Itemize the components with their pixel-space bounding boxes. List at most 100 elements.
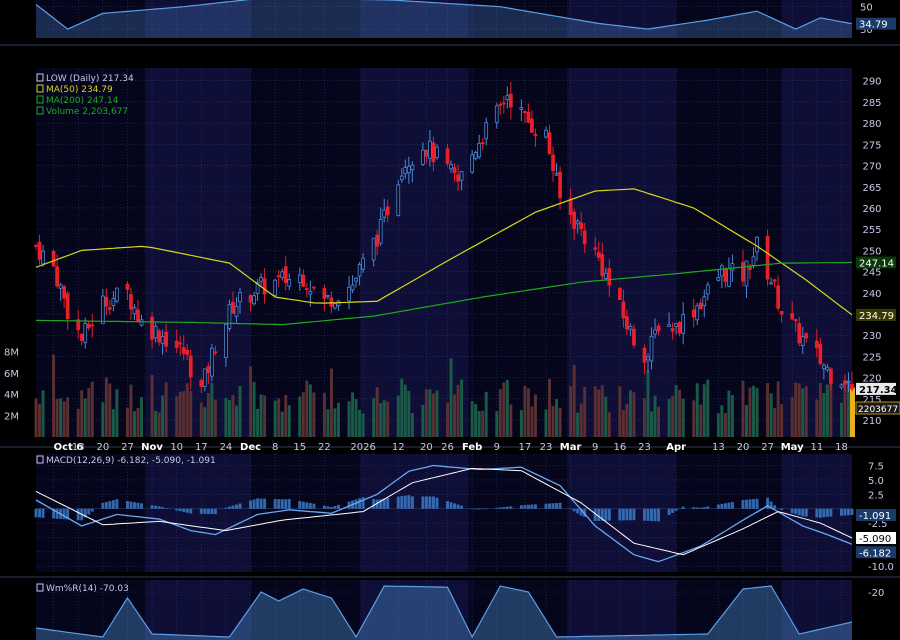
macd-histogram-bar <box>435 497 439 509</box>
month-shade <box>145 0 251 38</box>
candle-body <box>322 288 327 299</box>
volume-bar <box>804 386 808 437</box>
macd-tick-label: -2.5 <box>868 519 888 530</box>
candle-body <box>779 310 784 315</box>
candle-body <box>139 319 144 326</box>
ma50-tag-box <box>856 308 896 321</box>
macd-line <box>35 464 853 563</box>
volume-bar <box>766 382 770 437</box>
macd-histogram-bar <box>600 508 604 521</box>
candle-body <box>213 351 218 354</box>
candle-body <box>674 323 679 327</box>
candle-body <box>829 368 833 384</box>
macd-histogram-bar <box>839 508 843 516</box>
candle-body <box>776 285 781 309</box>
volume-bar <box>312 392 316 437</box>
macd-histogram-bar <box>129 501 133 509</box>
signal-tag-box <box>856 531 896 544</box>
macd-histogram-bar <box>347 501 351 509</box>
macd-legend: MACD(12,26,9) -6.182, -5.090, -1.091 <box>46 456 216 466</box>
volume-bar <box>446 402 449 437</box>
candle-body <box>58 284 63 289</box>
macd-histogram-bar <box>818 508 822 518</box>
macd-histogram-bar <box>298 501 302 509</box>
price-tick-label: 290 <box>862 77 881 88</box>
candle-body <box>519 107 524 110</box>
volume-bar <box>164 382 168 437</box>
price-legend-entry: MA(50) 234.79 <box>46 85 113 95</box>
macd-histogram-bar <box>273 499 277 509</box>
volume-bar <box>189 390 193 437</box>
macd-histogram-bar <box>379 499 383 509</box>
macd-histogram-bar <box>259 498 263 509</box>
volume-bar <box>456 384 460 437</box>
price-legend-entry: MA(200) 247.14 <box>46 96 119 106</box>
volume-bar <box>569 386 573 437</box>
top-indicator-area <box>36 0 852 38</box>
macd-histogram-bar <box>544 503 548 509</box>
macd-histogram-bar <box>136 502 140 509</box>
candle-body <box>428 140 432 159</box>
macd-histogram-bar <box>185 508 189 513</box>
x-tick-label: Dec <box>240 442 261 453</box>
macd-histogram-bar <box>199 508 203 514</box>
macd-histogram-bar <box>502 507 506 509</box>
macd-histogram-bar <box>847 508 850 516</box>
macd-histogram-bar <box>477 508 481 510</box>
volume-bar <box>175 396 179 437</box>
signal-tag: -5.090 <box>859 534 891 545</box>
volume-bar <box>600 385 604 437</box>
macd-histogram-bar <box>850 508 854 515</box>
volume-tag: 2203677 <box>858 405 898 415</box>
macd-histogram-bar <box>741 500 745 509</box>
candle-body <box>311 286 316 289</box>
macd-tag-box <box>856 546 896 559</box>
volume-bar <box>699 404 703 437</box>
volume-bar <box>607 412 611 437</box>
volume-bar <box>301 392 305 437</box>
volume-bar <box>375 387 379 437</box>
candle-body <box>188 355 193 378</box>
macd-histogram-bar <box>484 508 488 510</box>
volume-bar <box>597 389 601 437</box>
volume-bar <box>227 400 231 437</box>
volume-bar <box>526 388 530 437</box>
x-tick-label: 17 <box>195 442 208 453</box>
candle-body <box>333 303 337 309</box>
macd-histogram-bar <box>509 506 513 509</box>
volume-bar <box>822 393 826 437</box>
price-tick-label: 255 <box>862 225 881 236</box>
candle-body <box>846 380 851 383</box>
macd-histogram-bar <box>287 499 291 509</box>
candle-body <box>396 184 401 216</box>
x-tick-label: 2026 <box>350 442 375 453</box>
volume-bar <box>305 380 309 437</box>
candle-body <box>209 347 214 377</box>
macd-histogram-bar <box>671 508 675 513</box>
volume-bar <box>748 387 752 437</box>
macd-histogram-bar <box>498 507 502 509</box>
candle-body <box>150 316 154 340</box>
volume-tag-box <box>855 401 900 415</box>
x-tick-label: 8 <box>272 442 278 453</box>
volume-bar <box>671 395 675 437</box>
volume-bar <box>206 392 210 437</box>
volume-bar <box>519 410 523 437</box>
macd-histogram-bar <box>674 508 678 511</box>
x-tick-label: 13 <box>712 442 725 453</box>
macd-histogram-bar <box>34 508 38 518</box>
macd-tick-label: 2.5 <box>868 490 884 501</box>
macd-histogram-bar <box>235 504 238 509</box>
candle-body <box>730 263 735 271</box>
volume-bar <box>90 381 94 437</box>
candle-body <box>435 146 439 158</box>
volume-bar <box>509 404 513 437</box>
macd-histogram-bar <box>579 508 583 516</box>
x-tick-label: 18 <box>835 442 848 453</box>
x-tick-label: 17 <box>519 442 532 453</box>
macd-histogram-bar <box>593 508 597 521</box>
candle-body <box>185 350 190 355</box>
x-tick-label: 23 <box>540 442 553 453</box>
macd-histogram-bar <box>410 496 414 509</box>
candle-body <box>378 218 383 244</box>
